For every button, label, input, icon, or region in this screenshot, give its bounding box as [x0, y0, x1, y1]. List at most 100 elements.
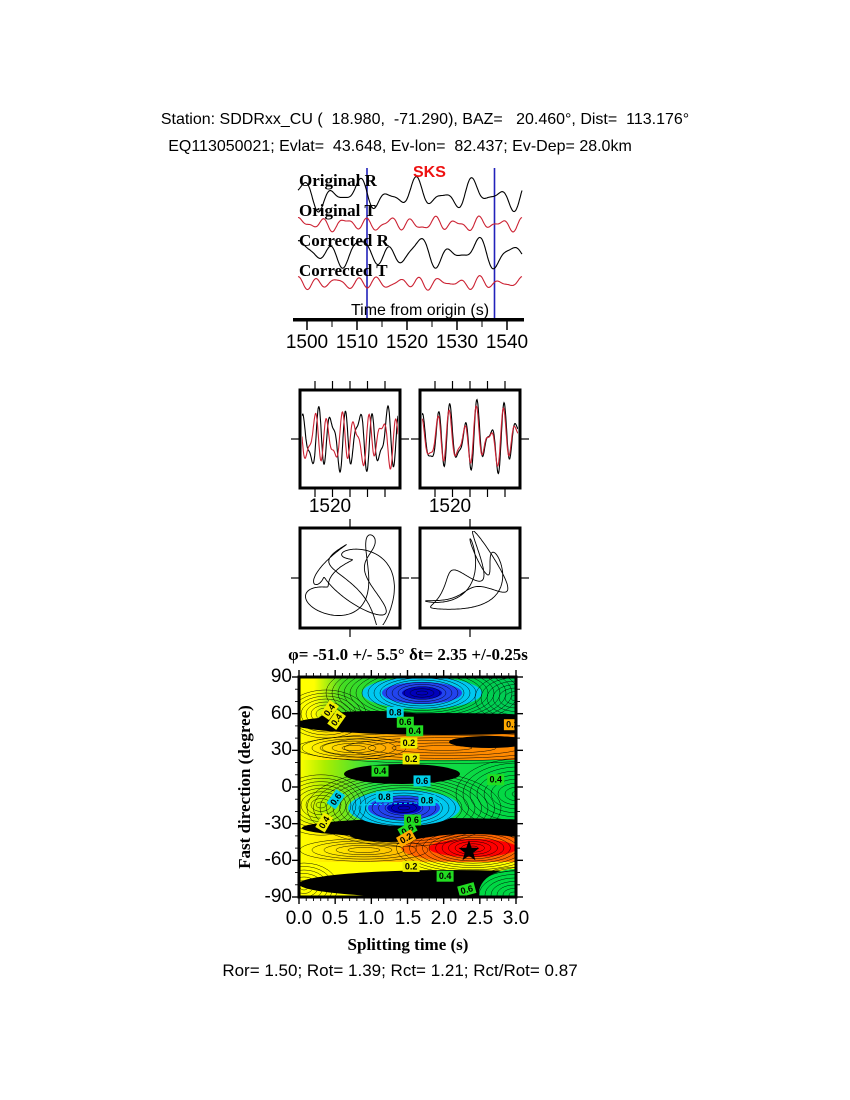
contour-label-text: 0.4	[408, 726, 421, 736]
contour-label-text: 0.2	[405, 754, 418, 764]
zoom-tick-label-left: 1520	[308, 496, 352, 517]
y-tick-label: 0	[281, 776, 292, 797]
contour-line	[396, 821, 516, 875]
contour-label-chip: 0.2	[402, 753, 420, 765]
contour-label-chip: 0.4	[436, 870, 454, 882]
y-tick-label: 60	[270, 703, 292, 724]
contour-line	[299, 876, 319, 897]
contour-line	[299, 862, 339, 897]
contour-label-chip: 0.2	[395, 829, 417, 848]
contour-label-text: 0.6	[459, 883, 474, 896]
contour-label-text: 0.4	[489, 775, 502, 785]
contour-label-chip: 0.2	[400, 737, 418, 749]
phase-label-sks: SKS	[413, 164, 446, 181]
contour-line	[508, 891, 516, 897]
contour-line	[343, 737, 516, 759]
contour-line	[492, 684, 516, 712]
zoom-box-frame	[298, 388, 402, 490]
x-tick-label: 1.5	[394, 908, 422, 929]
contour-line	[365, 792, 443, 824]
contour-label-chip: 0.4	[487, 774, 505, 786]
x-tick-label: 3.0	[502, 908, 530, 929]
contour-line	[385, 679, 459, 707]
time-axis-label: Time from origin (s)	[350, 302, 490, 319]
contour-label-text: 0.4	[374, 766, 387, 776]
y-tick-label: -30	[264, 813, 292, 834]
contour-label-chip: 0.8	[418, 794, 436, 806]
particle-motion-curve	[305, 534, 395, 625]
y-tick-label: 90	[270, 666, 292, 687]
x-tick-label: 2.5	[466, 908, 494, 929]
contour-line	[299, 695, 357, 733]
trace-original-t	[297, 215, 523, 233]
zoom-trace-red	[422, 405, 518, 467]
contour-label-text: 0.2	[403, 738, 416, 748]
contour-line	[321, 740, 387, 756]
contour-line	[384, 800, 424, 816]
y-tick-label: 30	[270, 739, 292, 760]
contour-label-text: 0.6	[416, 776, 429, 786]
contour-line	[305, 701, 347, 727]
contour-line	[349, 677, 495, 720]
contour-label-text: 0.2	[405, 861, 418, 871]
contour-line	[367, 740, 516, 756]
contour-line	[490, 778, 516, 810]
x-axis-label: Splitting time (s)	[347, 935, 469, 954]
contour-label-chip: 0.6	[396, 716, 414, 728]
contour-line	[490, 881, 516, 897]
contour-line	[511, 790, 516, 798]
contour-line	[331, 743, 377, 753]
contour-line	[378, 797, 430, 819]
zoom-tick-label-right: 1520	[428, 496, 472, 517]
zoom-seismogram-box	[422, 398, 518, 475]
contour-line	[397, 805, 411, 811]
zoom-trace-red	[302, 411, 398, 470]
contour-title: φ= -51.0 +/- 5.5° δt= 2.35 +/-0.25s	[288, 645, 528, 664]
contour-line	[415, 690, 429, 696]
contour-label-text: 0.8	[389, 707, 402, 717]
contour-label-chip: 0.4	[327, 709, 346, 730]
time-axis-line	[293, 318, 524, 322]
particle-motion-box	[305, 534, 395, 625]
contour-label-chip: 0.2	[402, 860, 420, 872]
trace-original-r	[297, 176, 523, 213]
contour-line	[422, 830, 516, 866]
contour-line	[476, 770, 516, 818]
contour-label-chip: 0.2	[503, 719, 519, 731]
contour-line	[484, 877, 516, 897]
contour-line	[504, 786, 516, 802]
contour-label-text: 0.2	[506, 720, 519, 730]
header-event-line: EQ113050021; Evlat= 43.648, Ev-lon= 82.4…	[168, 138, 632, 155]
waveform-plot	[293, 168, 524, 330]
contour-line	[299, 880, 314, 894]
contour-line	[441, 836, 505, 860]
zoom-seismogram-box	[302, 404, 398, 474]
contour-line	[486, 680, 516, 716]
contour-line	[469, 766, 516, 822]
zoom-box-frame	[418, 388, 522, 490]
contour-label-text: 0.8	[378, 792, 391, 802]
contour-label-chip: 0.6	[413, 775, 431, 787]
contour-line	[373, 677, 471, 711]
contour-line	[299, 689, 367, 739]
contour-line	[462, 762, 516, 826]
contour-label-chip: 0.8	[375, 791, 393, 803]
footer-ratios-text: Ror= 1.50; Rot= 1.39; Rct= 1.21; Rct/Rot…	[222, 961, 578, 980]
contour-line	[403, 686, 441, 700]
contour-line	[341, 745, 367, 751]
contour-line	[480, 677, 516, 719]
zoom-trace-black	[302, 404, 398, 474]
contour-line	[472, 870, 516, 897]
contour-label-chip: 0.8	[386, 706, 404, 718]
contour-line	[335, 845, 393, 855]
contour-line	[435, 834, 511, 862]
contour-label-chip: 0.6	[326, 789, 346, 810]
zoom-and-particle-panel	[291, 381, 529, 637]
contour-line	[311, 738, 397, 758]
contour-line	[415, 828, 516, 868]
contour-line	[391, 742, 497, 754]
contour-line	[497, 782, 516, 806]
contour-label-text: 0.6	[406, 815, 419, 825]
contour-line	[502, 888, 516, 897]
